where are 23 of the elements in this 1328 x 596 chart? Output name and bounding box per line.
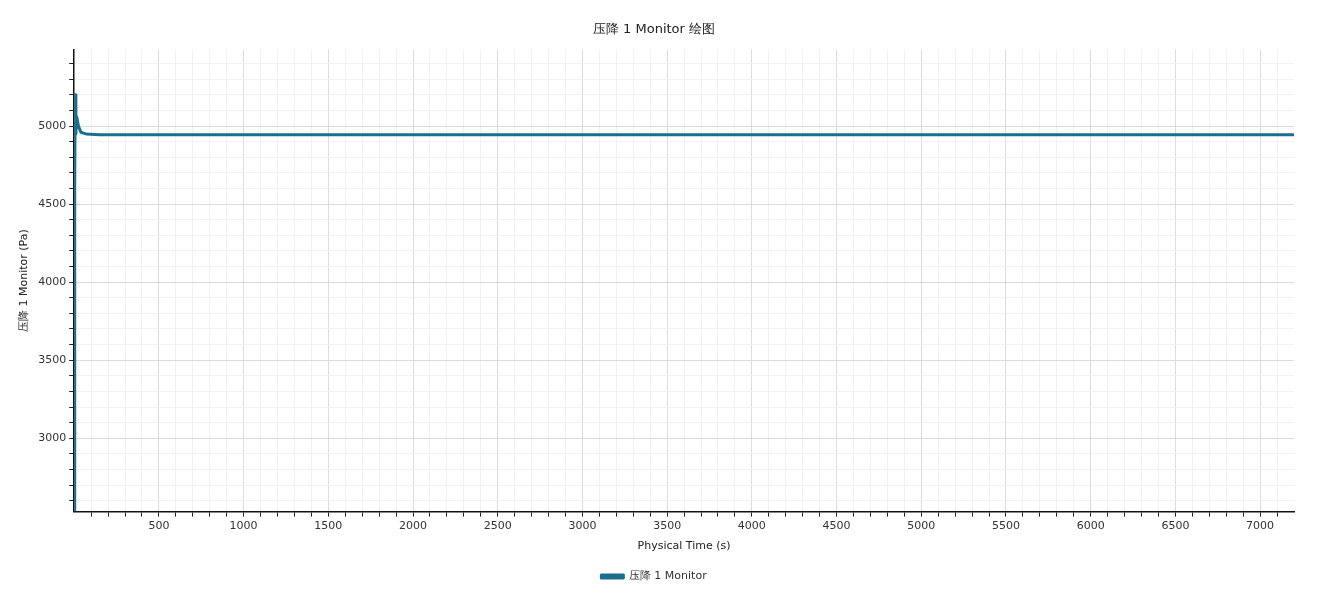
y-tick-label: 5000 [38,118,67,132]
y-axis-title: 压降 1 Monitor (Pa) [17,229,31,332]
x-axis-title: Physical Time (s) [637,539,731,553]
x-tick-label: 5000 [907,519,936,533]
x-tick-label: 1500 [314,519,343,533]
y-tick-label: 4000 [38,275,67,289]
x-tick-label: 4500 [822,519,851,533]
x-tick-label: 4000 [737,519,766,533]
legend-label: 压降 1 Monitor [628,569,708,583]
x-tick-label: 2500 [483,519,512,533]
x-tick-label: 3500 [653,519,682,533]
x-tick-label: 1000 [229,519,258,533]
x-tick-label: 5500 [991,519,1020,533]
x-tick-label: 6500 [1161,519,1190,533]
x-tick-label: 3000 [568,519,597,533]
x-tick-label: 6000 [1076,519,1105,533]
x-tick-label: 2000 [399,519,428,533]
x-tick-label: 500 [148,519,170,533]
y-tick-label: 4500 [38,196,67,210]
chart-title: 压降 1 Monitor 绘图 [592,21,716,37]
x-tick-label: 7000 [1246,519,1275,533]
y-tick-label: 3000 [38,431,67,445]
y-tick-label: 3500 [38,353,67,367]
